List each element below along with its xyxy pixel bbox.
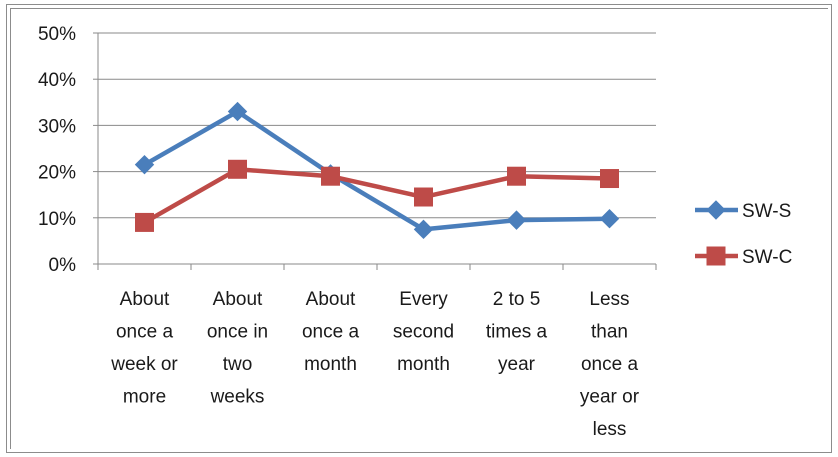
chart-frame-inner bbox=[10, 8, 828, 449]
x-tick-label: 2 to 5 times a year bbox=[486, 289, 548, 375]
series-line-sw-c bbox=[143, 167, 610, 225]
x-tick-labels: About once a week or more About once in two wee… bbox=[110, 289, 640, 440]
y-tick-label: 50% bbox=[38, 24, 76, 45]
y-tick-label: 40% bbox=[38, 70, 76, 91]
legend-label: SW-C bbox=[742, 247, 792, 268]
series-lines bbox=[143, 109, 610, 232]
series-markers bbox=[134, 101, 620, 240]
data-point-sw-c bbox=[135, 212, 154, 232]
data-point-sw-c bbox=[321, 166, 340, 186]
data-point-sw-c bbox=[228, 159, 247, 179]
legend-marker-sw-c bbox=[706, 246, 726, 266]
y-tick-label: 30% bbox=[38, 116, 76, 137]
x-tick-label: Every second month bbox=[393, 289, 454, 375]
data-point-sw-c bbox=[507, 166, 526, 186]
legend-marker-sw-s bbox=[706, 200, 726, 220]
y-tick-label: 20% bbox=[38, 163, 76, 184]
series-line-sw-s bbox=[143, 109, 610, 232]
y-tick-label: 0% bbox=[49, 255, 77, 276]
x-tick-label: About once a week or more bbox=[110, 289, 178, 408]
gridlines bbox=[98, 32, 656, 219]
x-tick-label: About once in two weeks bbox=[207, 289, 268, 408]
data-point-sw-s bbox=[413, 219, 434, 240]
data-point-sw-c bbox=[414, 187, 433, 207]
data-point-sw-s bbox=[227, 101, 248, 122]
x-tick-label: About once a month bbox=[302, 289, 359, 375]
legend: SW-S SW-C bbox=[695, 200, 792, 268]
data-point-sw-s bbox=[134, 154, 155, 175]
data-point-sw-s bbox=[506, 210, 527, 230]
x-tick-label: Less than once a year or less bbox=[580, 289, 640, 440]
axes bbox=[93, 32, 657, 270]
data-point-sw-c bbox=[600, 169, 619, 189]
y-tick-labels: 0% 10% 20% 30% 40% 50% bbox=[38, 24, 76, 276]
y-tick-label: 10% bbox=[38, 209, 76, 230]
legend-label: SW-S bbox=[742, 201, 791, 222]
data-point-sw-s bbox=[599, 209, 620, 229]
